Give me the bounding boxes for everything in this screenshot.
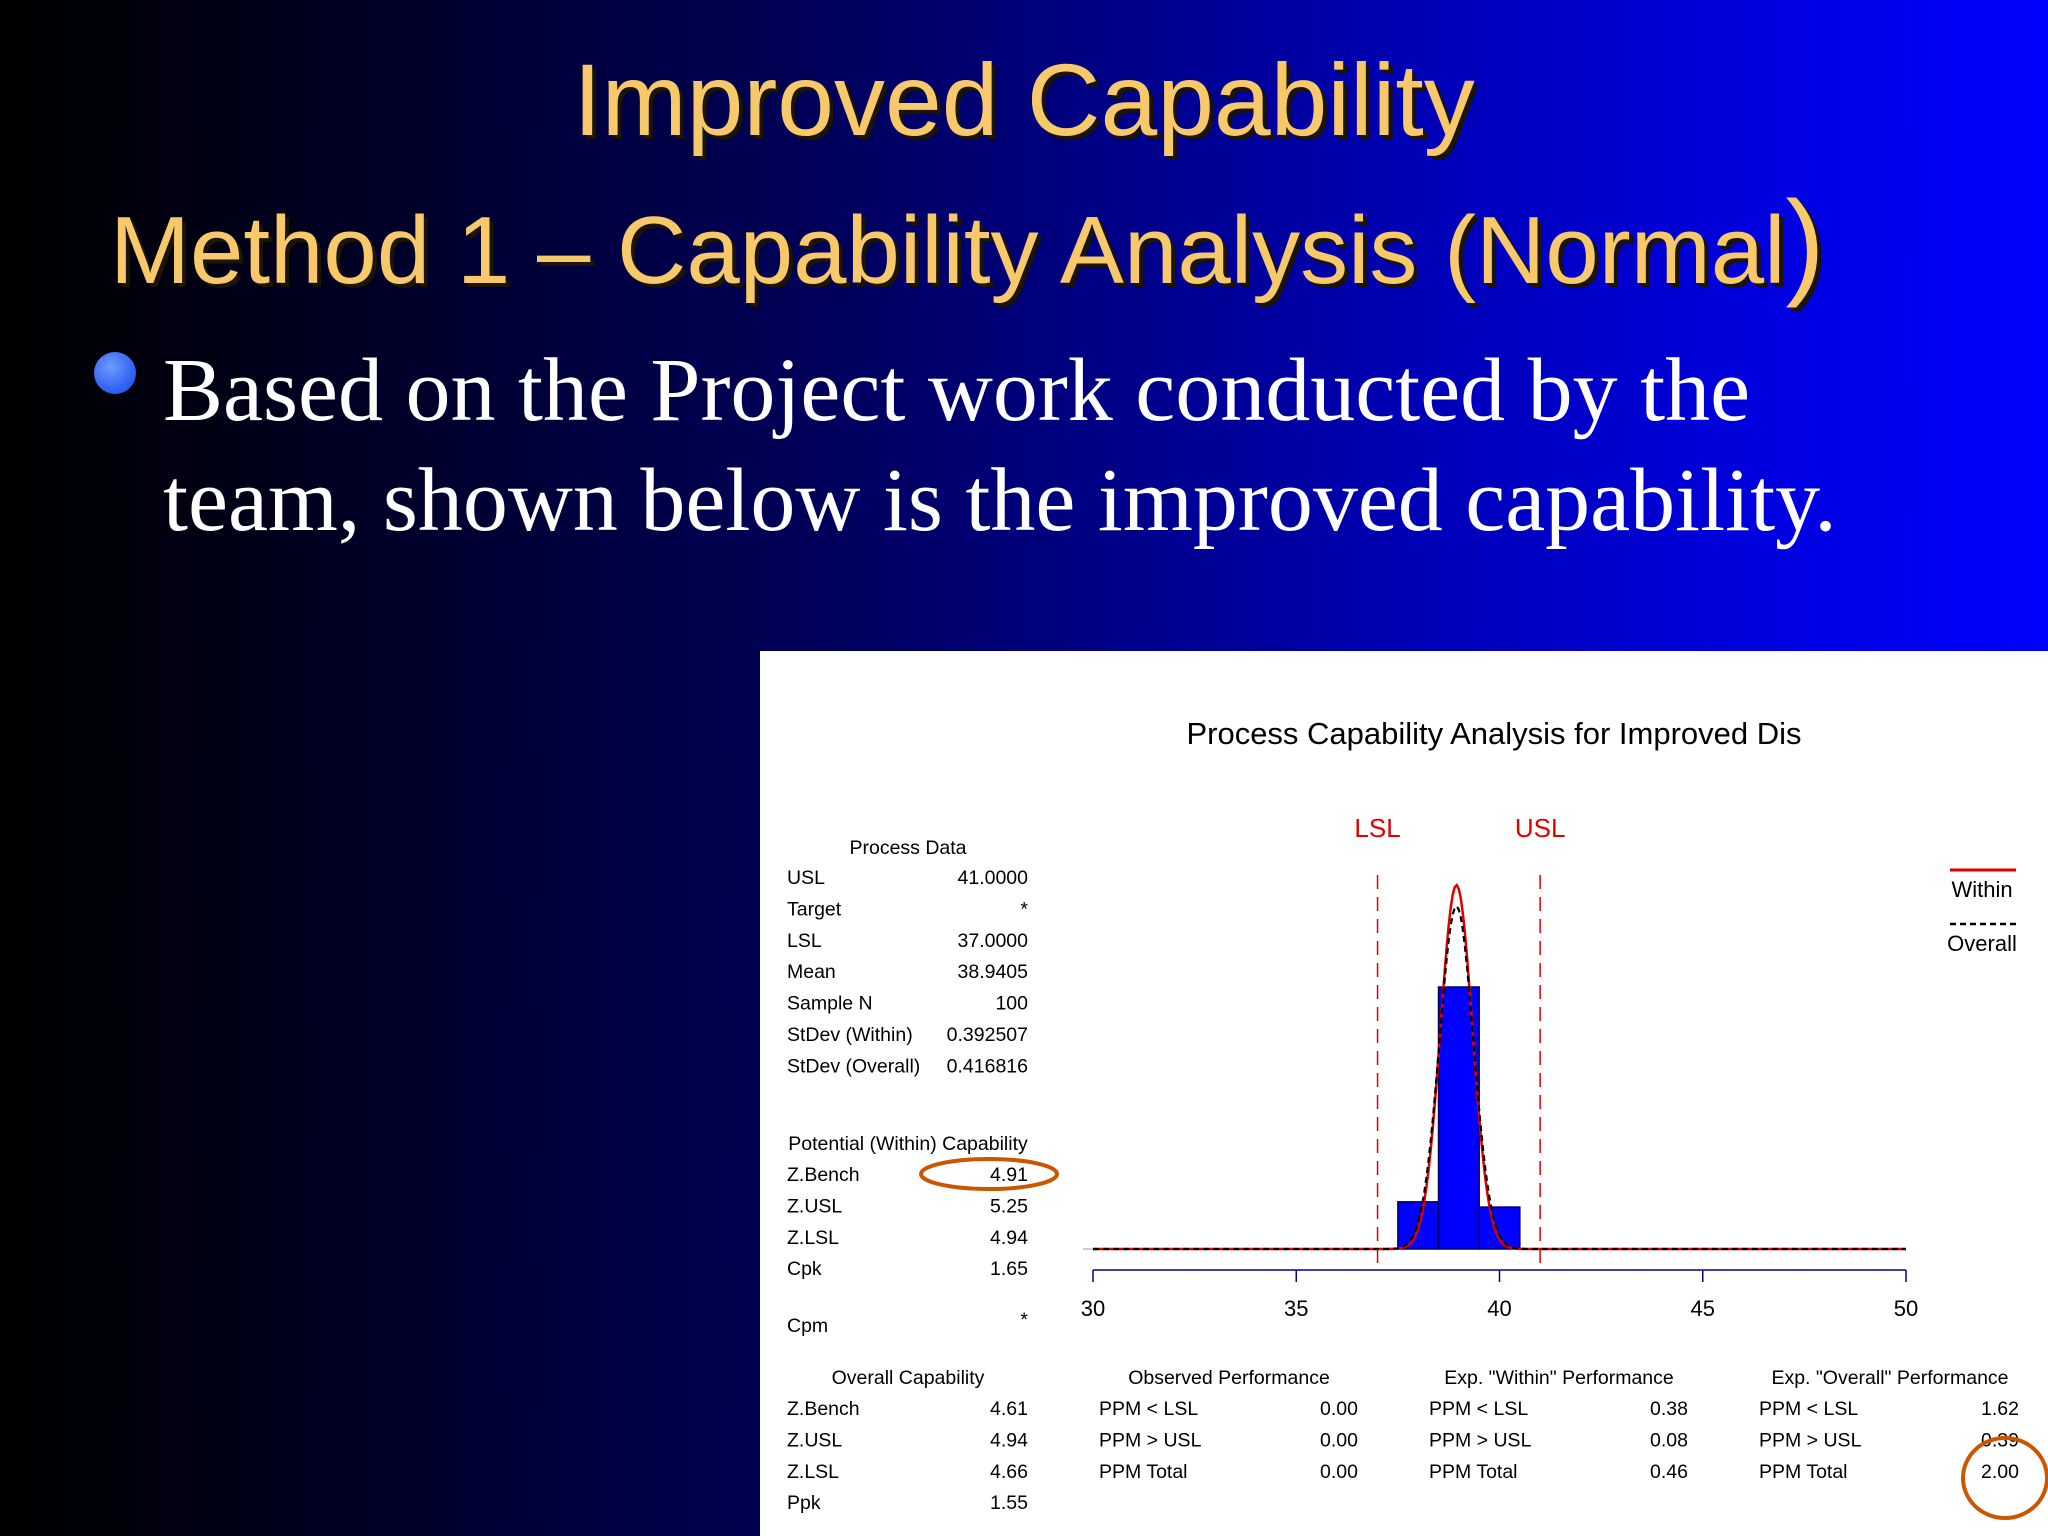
process-data-label: Target <box>787 898 842 920</box>
x-tick-label: 40 <box>1487 1296 1511 1321</box>
exp-overall-performance-value: 0.39 <box>1981 1429 2019 1451</box>
potential-capability-value: 5.25 <box>990 1195 1028 1217</box>
potential-capability-label: Z.LSL <box>787 1227 839 1249</box>
potential-capability-label: Z.Bench <box>787 1164 860 1186</box>
potential-capability-value: 4.91 <box>990 1164 1028 1186</box>
process-data-value: 100 <box>995 993 1028 1015</box>
process-data-label: StDev (Within) <box>787 1024 913 1046</box>
exp-overall-performance-label: PPM Total <box>1759 1461 1848 1483</box>
bullet-dot-icon <box>94 352 136 394</box>
potential-capability-value: 1.65 <box>990 1258 1028 1280</box>
process-data-label: StDev (Overall) <box>787 1055 920 1077</box>
observed-performance-label: PPM > USL <box>1099 1429 1202 1451</box>
potential-capability-label: Cpk <box>787 1258 822 1280</box>
within-curve <box>1093 883 1906 1251</box>
process-data-value: 37.0000 <box>958 930 1029 952</box>
capability-chart-panel: Process Capability Analysis for Improved… <box>760 651 2048 1536</box>
zbench-highlight-ellipse <box>919 1157 1059 1191</box>
overall-curve <box>1093 904 1906 1251</box>
process-data-header: Process Data <box>849 837 966 859</box>
overall-capability-label: Ppk <box>787 1492 821 1514</box>
slide-title-line2-text: Method 1 – Capability Analysis (Normal <box>110 197 1786 304</box>
cpm-value: * <box>1020 1309 1028 1331</box>
exp-within-performance-label: PPM < LSL <box>1429 1398 1528 1420</box>
observed-performance-label: PPM < LSL <box>1099 1398 1198 1420</box>
legend-within-label: Within <box>1951 877 2012 902</box>
overall-capability-value: 4.94 <box>990 1429 1028 1451</box>
process-data-label: Mean <box>787 961 836 983</box>
bullet-text: Based on the Project work conducted by t… <box>163 341 1837 550</box>
overall-capability-value: 4.61 <box>990 1398 1028 1420</box>
overall-capability-label: Z.USL <box>787 1429 842 1451</box>
process-data-label: Sample N <box>787 993 873 1015</box>
slide-title-line2: Method 1 – Capability Analysis (Normal) <box>110 183 1825 311</box>
exp-within-performance-value: 0.46 <box>1650 1461 1688 1483</box>
exp-overall-performance-value: 2.00 <box>1981 1461 2019 1483</box>
capability-chart: Process Capability Analysis for Improved… <box>787 716 2048 1520</box>
slide-title-line1: Improved Capability <box>573 43 1475 157</box>
exp-overall-performance-value: 1.62 <box>1981 1398 2019 1420</box>
chart-title: Process Capability Analysis for Improved… <box>1186 716 1801 751</box>
exp-within-performance-label: PPM > USL <box>1429 1429 1532 1451</box>
slide-title-line2-paren: ) <box>1785 177 1825 309</box>
exp-overall-performance-header: Exp. "Overall" Performance <box>1771 1367 2008 1389</box>
process-data-label: USL <box>787 867 825 889</box>
legend-overall-label: Overall <box>1947 931 2017 956</box>
overall-capability-label: Z.LSL <box>787 1461 839 1483</box>
observed-performance-value: 0.00 <box>1320 1398 1358 1420</box>
x-tick-label: 35 <box>1284 1296 1308 1321</box>
usl-label: USL <box>1515 813 1566 843</box>
exp-within-performance-label: PPM Total <box>1429 1461 1518 1483</box>
exp-overall-performance-label: PPM < LSL <box>1759 1398 1858 1420</box>
overall-capability-header: Overall Capability <box>832 1367 985 1389</box>
ppm-total-highlight-ellipse <box>1961 1436 2048 1520</box>
x-tick-label: 50 <box>1894 1296 1918 1321</box>
overall-capability-label: Z.Bench <box>787 1398 860 1420</box>
lsl-label: LSL <box>1354 813 1400 843</box>
process-data-value: * <box>1020 898 1028 920</box>
process-data-value: 41.0000 <box>958 867 1029 889</box>
observed-performance-value: 0.00 <box>1320 1429 1358 1451</box>
potential-capability-label: Z.USL <box>787 1195 842 1217</box>
observed-performance-header: Observed Performance <box>1128 1367 1330 1389</box>
process-data-value: 0.416816 <box>947 1055 1028 1077</box>
overall-capability-value: 1.55 <box>990 1492 1028 1514</box>
histogram-bar <box>1478 1206 1521 1250</box>
x-tick-label: 30 <box>1081 1296 1105 1321</box>
cpm-label: Cpm <box>787 1315 828 1337</box>
observed-performance-value: 0.00 <box>1320 1461 1358 1483</box>
exp-within-performance-value: 0.38 <box>1650 1398 1688 1420</box>
exp-within-performance-value: 0.08 <box>1650 1429 1688 1451</box>
process-data-value: 0.392507 <box>947 1024 1028 1046</box>
process-data-value: 38.9405 <box>958 961 1029 983</box>
exp-overall-performance-label: PPM > USL <box>1759 1429 1862 1451</box>
exp-within-performance-header: Exp. "Within" Performance <box>1444 1367 1674 1389</box>
potential-capability-header: Potential (Within) Capability <box>788 1133 1028 1155</box>
x-tick-label: 45 <box>1691 1296 1715 1321</box>
potential-capability-value: 4.94 <box>990 1227 1028 1249</box>
process-data-label: LSL <box>787 930 822 952</box>
overall-capability-value: 4.66 <box>990 1461 1028 1483</box>
observed-performance-label: PPM Total <box>1099 1461 1188 1483</box>
